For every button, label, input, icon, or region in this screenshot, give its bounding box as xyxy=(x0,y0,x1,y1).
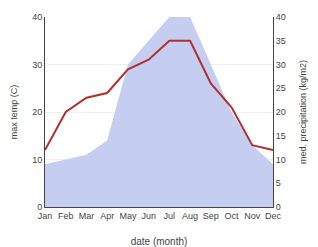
svg-text:10: 10 xyxy=(276,155,286,165)
svg-text:35: 35 xyxy=(276,36,286,46)
svg-text:10: 10 xyxy=(32,155,42,165)
svg-text:med. precipitation (kg/m2): med. precipitation (kg/m2) xyxy=(298,60,308,164)
svg-text:40: 40 xyxy=(32,12,42,22)
svg-text:Aug: Aug xyxy=(182,211,198,221)
svg-text:Apr: Apr xyxy=(100,211,114,221)
svg-text:date (month): date (month) xyxy=(131,236,188,247)
svg-text:25: 25 xyxy=(276,83,286,93)
svg-text:30: 30 xyxy=(276,60,286,70)
svg-text:Mar: Mar xyxy=(79,211,95,221)
svg-text:Jul: Jul xyxy=(164,211,176,221)
svg-text:40: 40 xyxy=(276,12,286,22)
svg-text:Sep: Sep xyxy=(203,211,219,221)
svg-text:Jan: Jan xyxy=(38,211,53,221)
svg-text:20: 20 xyxy=(276,107,286,117)
svg-text:Dec: Dec xyxy=(265,211,282,221)
svg-text:0: 0 xyxy=(276,202,281,212)
svg-text:max temp (C): max temp (C) xyxy=(9,85,19,140)
svg-text:Feb: Feb xyxy=(58,211,74,221)
svg-text:0: 0 xyxy=(37,202,42,212)
svg-text:30: 30 xyxy=(32,60,42,70)
svg-text:Nov: Nov xyxy=(244,211,261,221)
svg-text:Jun: Jun xyxy=(141,211,156,221)
svg-text:20: 20 xyxy=(32,107,42,117)
svg-text:Oct: Oct xyxy=(225,211,240,221)
svg-text:May: May xyxy=(119,211,137,221)
svg-text:5: 5 xyxy=(276,178,281,188)
svg-text:15: 15 xyxy=(276,131,286,141)
